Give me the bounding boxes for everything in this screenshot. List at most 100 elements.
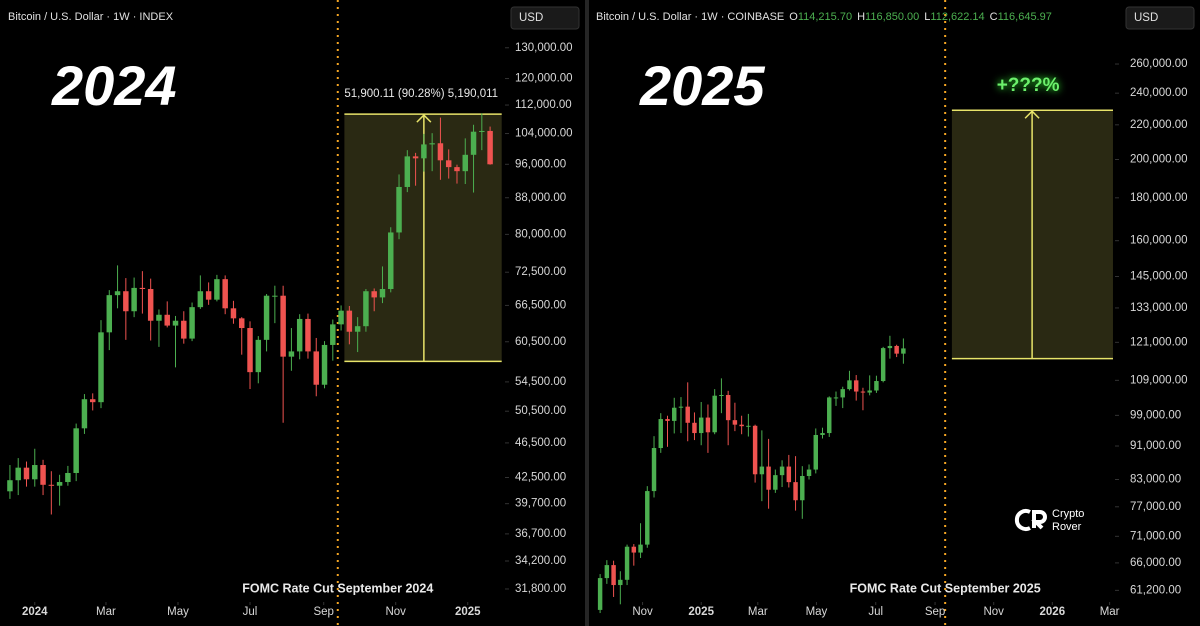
y-tick-label: 109,000.00 — [1130, 374, 1188, 386]
candle-body — [106, 295, 113, 333]
candle-body — [860, 391, 866, 393]
candle-body — [230, 308, 237, 319]
candle-body — [15, 467, 21, 481]
logo-c — [1014, 509, 1031, 531]
y-tick-label: 91,000.00 — [1130, 440, 1181, 452]
currency-label[interactable]: USD — [519, 12, 543, 24]
ohlc-value: 116,645.97 — [998, 11, 1052, 23]
candle-body — [645, 491, 650, 545]
candle-body — [388, 232, 394, 290]
x-tick-label: 2025 — [688, 606, 714, 618]
x-tick-label: Sep — [925, 606, 945, 618]
currency-button[interactable] — [510, 6, 580, 30]
candle-body — [847, 380, 852, 390]
chart-panel: FOMC Rate Cut September 2025 +???% 260,000… — [596, 0, 1195, 626]
candle-body — [638, 544, 643, 553]
candle-body — [692, 422, 697, 434]
candle-body — [880, 348, 886, 382]
y-tick-label: 130,000.00 — [515, 42, 573, 54]
candle-body — [32, 465, 38, 480]
candle-body — [305, 318, 311, 352]
candle-body — [338, 310, 344, 325]
candle-body — [114, 291, 121, 296]
candle-body — [421, 144, 427, 159]
y-tick-label: 77,000.00 — [1130, 501, 1181, 513]
candle-body — [597, 578, 603, 610]
candle-body — [189, 307, 195, 339]
x-tick-label: Nov — [983, 606, 1004, 618]
x-tick-label: 2025 — [455, 606, 481, 618]
candle-body — [354, 326, 361, 332]
candle-body — [806, 469, 812, 477]
candle-body — [618, 579, 623, 586]
candle-body — [239, 318, 245, 329]
y-tick-label: 50,500.00 — [515, 405, 566, 417]
candle-body — [156, 314, 162, 321]
candle-body — [346, 310, 353, 332]
watermark: Crypto Rover — [1014, 508, 1084, 533]
candle-body — [894, 345, 899, 354]
candle-body — [786, 466, 792, 483]
candle-body — [712, 395, 717, 433]
ohlc-value: 114,215.70 — [798, 11, 852, 23]
candle-body — [172, 320, 179, 326]
y-tick-label: 160,000.00 — [1130, 235, 1188, 247]
candle-body — [181, 320, 187, 339]
candle-body — [263, 295, 270, 340]
ohlc-key: C — [990, 11, 998, 23]
candle-body — [164, 314, 170, 326]
y-tick-label: 260,000.00 — [1130, 58, 1188, 70]
x-tick-label: May — [806, 606, 828, 618]
candle-body — [437, 143, 444, 161]
candle-body — [487, 130, 493, 165]
y-tick-label: 200,000.00 — [1130, 154, 1188, 166]
candle-body — [272, 295, 278, 297]
event-label: FOMC Rate Cut September 2025 — [850, 581, 1041, 595]
y-tick-label: 66,000.00 — [1130, 557, 1181, 569]
candle-body — [874, 381, 879, 391]
y-tick-label: 120,000.00 — [515, 73, 573, 85]
candle-body — [698, 417, 704, 434]
year-label: 2024 — [51, 54, 177, 117]
x-tick-label: 2026 — [1040, 606, 1066, 618]
candle-body — [139, 287, 146, 290]
candle-body — [412, 156, 419, 159]
measure-arrowhead — [416, 114, 432, 123]
ohlc-key: O — [789, 11, 798, 23]
x-tick-label: Jul — [868, 606, 883, 618]
watermark-text: Crypto — [1052, 508, 1084, 520]
candle-body — [205, 291, 212, 300]
candle-body — [853, 380, 859, 392]
candle-body — [479, 130, 485, 132]
y-tick-label: 34,200.00 — [515, 555, 566, 567]
candle-body — [280, 295, 286, 357]
y-tick-label: 240,000.00 — [1130, 87, 1188, 99]
y-tick-label: 220,000.00 — [1130, 119, 1188, 131]
candle-body — [793, 482, 798, 501]
candle-body — [631, 546, 637, 553]
x-tick-label: Jul — [243, 606, 258, 618]
chart-header: Bitcoin / U.S. Dollar · 1W · COINBASE O11… — [596, 11, 1052, 23]
x-tick-label: Nov — [385, 606, 406, 618]
candle-body — [98, 332, 104, 403]
currency-label[interactable]: USD — [1134, 12, 1158, 24]
candle-body — [840, 389, 845, 398]
candle-body — [752, 425, 758, 475]
candle-body — [901, 348, 906, 354]
currency-button[interactable] — [1125, 6, 1195, 30]
candle-body — [759, 466, 765, 475]
candle-body — [470, 131, 477, 155]
candle-body — [255, 339, 262, 373]
candle-body — [56, 482, 63, 486]
watermark-text: Rover — [1052, 521, 1082, 533]
candle-body — [678, 406, 684, 408]
y-tick-label: 71,000.00 — [1130, 530, 1181, 542]
y-tick-label: 180,000.00 — [1130, 192, 1188, 204]
y-tick-label: 54,500.00 — [515, 376, 566, 388]
y-tick-label: 42,500.00 — [515, 472, 566, 484]
y-tick-label: 96,000.00 — [515, 158, 566, 170]
candle-body — [732, 420, 738, 425]
y-tick-label: 46,500.00 — [515, 437, 566, 449]
candle-body — [766, 466, 771, 490]
